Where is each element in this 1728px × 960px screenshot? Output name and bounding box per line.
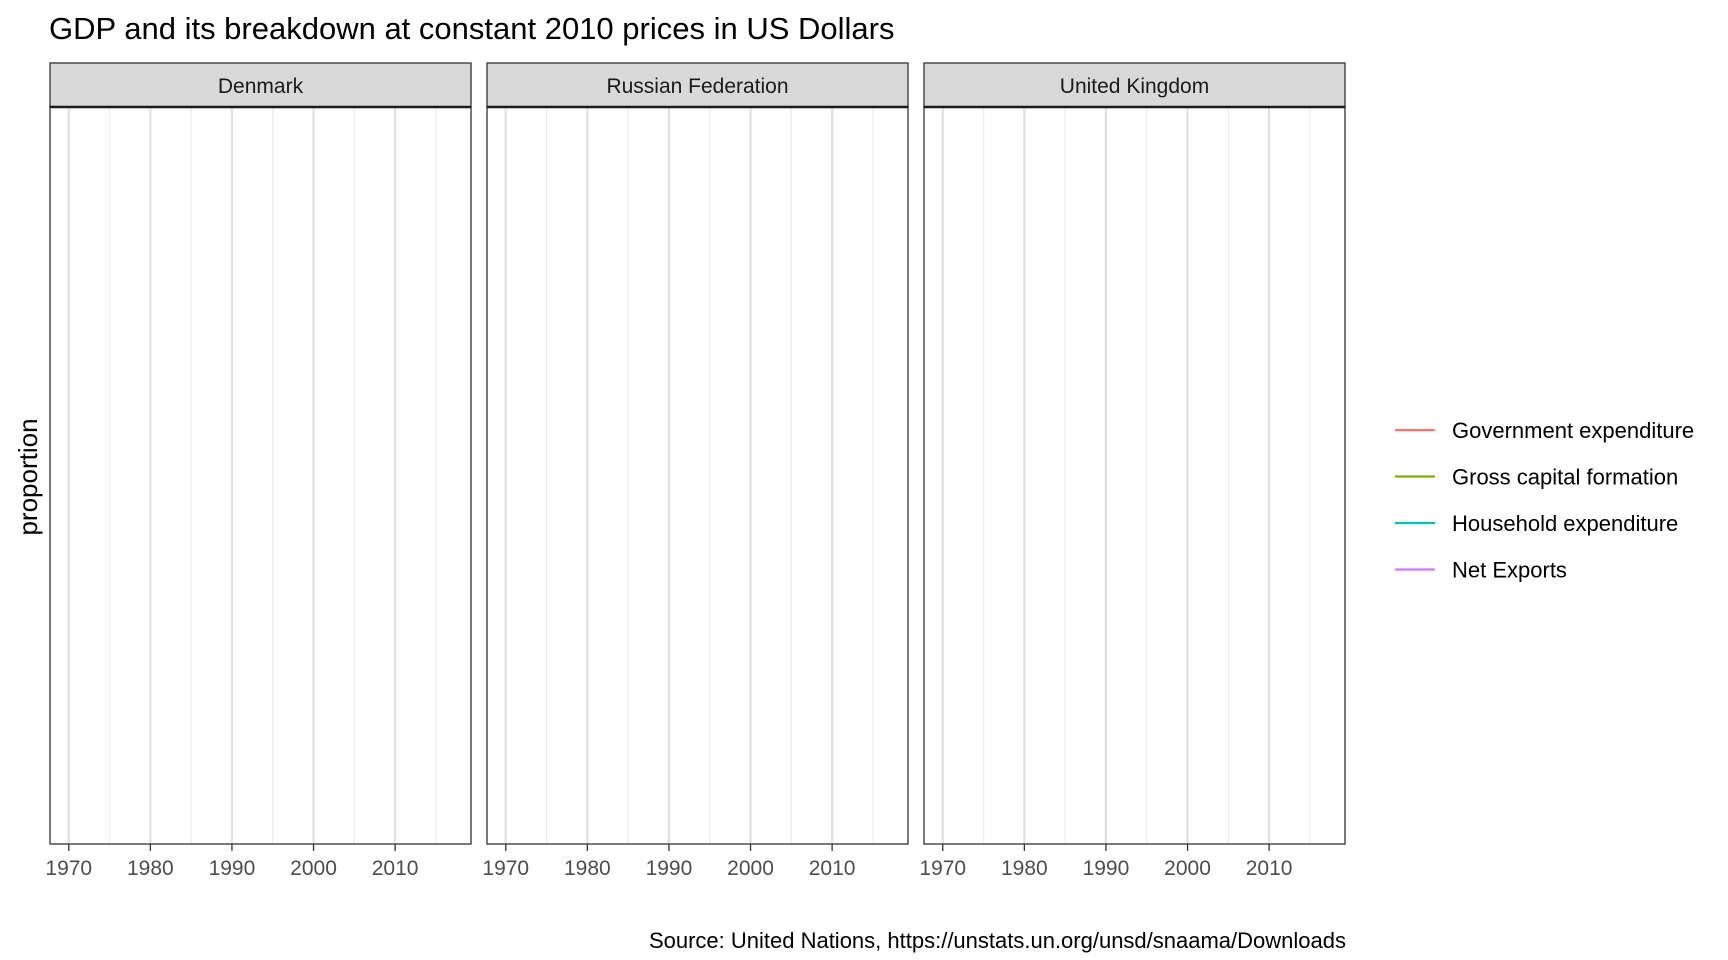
x-tick-label: 1970 [919,857,966,880]
facet-strip [486,62,909,108]
x-tick-label: 1980 [127,857,174,880]
legend-item: Household expenditure [1395,511,1678,536]
x-tick-label: 2010 [372,857,419,880]
legend-label: Household expenditure [1452,511,1678,536]
legend-label: Net Exports [1452,558,1567,583]
facet-panel-3: United Kingdom 1970 1980 1990 2000 2010 [919,62,1346,880]
x-tick-label: 1980 [564,857,611,880]
legend-label: Gross capital formation [1452,465,1678,490]
facet-strip [923,62,1346,108]
legend-item: Gross capital formation [1395,465,1678,490]
chart-caption: Source: United Nations, https://unstats.… [649,928,1346,953]
facet-strip [49,62,472,108]
x-tick-label: 2010 [809,857,856,880]
panel-background [487,107,908,844]
x-tick-label: 1970 [482,857,529,880]
x-tick-label: 1990 [1083,857,1130,880]
facet-panel-2: Russian Federation 1970 1980 1990 2000 2010 [482,62,909,880]
x-tick-label: 1990 [646,857,693,880]
x-tick-label: 1990 [209,857,256,880]
panel-background [50,107,471,844]
legend-item: Government expenditure [1395,418,1694,443]
x-tick-label: 2010 [1246,857,1293,880]
x-tick-label: 2000 [1164,857,1211,880]
facet-panel-1: Denmark 1970 1980 1990 2000 2010 [45,62,472,880]
panel-background [924,107,1345,844]
legend-item: Net Exports [1395,558,1567,583]
legend: Government expenditure Gross capital form… [1395,418,1694,583]
legend-label: Government expenditure [1452,418,1694,443]
chart-title: GDP and its breakdown at constant 2010 p… [49,11,894,46]
x-tick-label: 1970 [45,857,92,880]
x-tick-label: 1980 [1001,857,1048,880]
x-tick-label: 2000 [290,857,337,880]
x-tick-label: 2000 [727,857,774,880]
facet-label: United Kingdom [1060,75,1209,98]
y-axis-label: proportion [13,418,43,535]
facet-label: Russian Federation [606,75,788,98]
facet-label: Denmark [218,75,304,98]
